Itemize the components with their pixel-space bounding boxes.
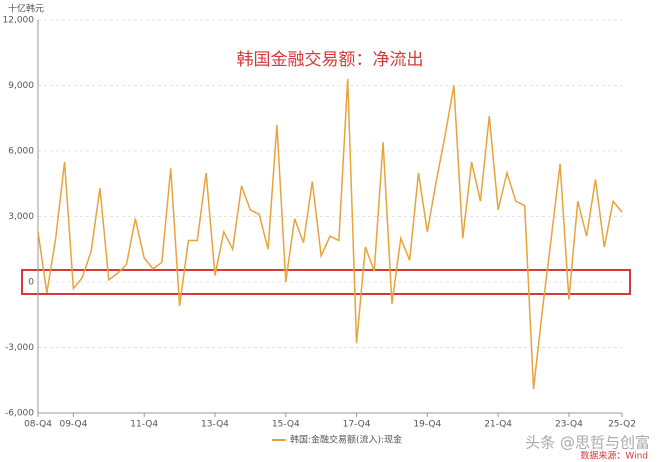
x-tick-label: 25-Q2: [608, 420, 636, 430]
y-tick-label: -3,000: [5, 343, 34, 353]
highlight-box: [21, 269, 631, 295]
legend-label: 韩国:金融交易额(流入):现金: [290, 434, 402, 446]
y-tick-label: 6,000: [8, 147, 34, 157]
x-tick-label: 09-Q4: [59, 420, 87, 430]
x-tick-label: 23-Q4: [555, 420, 583, 430]
x-tick-label: 21-Q4: [484, 420, 512, 430]
y-axis-label: 十亿韩元: [8, 3, 44, 15]
chart-title: 韩国金融交易额：净流出: [237, 50, 424, 70]
y-tick-label: 9,000: [8, 81, 34, 91]
x-tick-label: 13-Q4: [201, 420, 229, 430]
source: 数据来源：Wind: [580, 450, 648, 462]
watermark: 头条 @思哲与创富: [525, 434, 650, 452]
x-tick-label: 15-Q4: [272, 420, 300, 430]
x-tick-label: 19-Q4: [413, 420, 441, 430]
y-tick-label: 12,000: [3, 16, 35, 26]
y-tick-label: 3,000: [8, 212, 34, 222]
x-tick-label: 17-Q4: [343, 420, 371, 430]
y-tick-label: 0: [28, 278, 34, 288]
y-tick-label: -6,000: [5, 409, 34, 419]
x-tick-label: 11-Q4: [130, 420, 158, 430]
data-line: [37, 78, 623, 390]
x-tick-label: 08-Q4: [24, 420, 52, 430]
